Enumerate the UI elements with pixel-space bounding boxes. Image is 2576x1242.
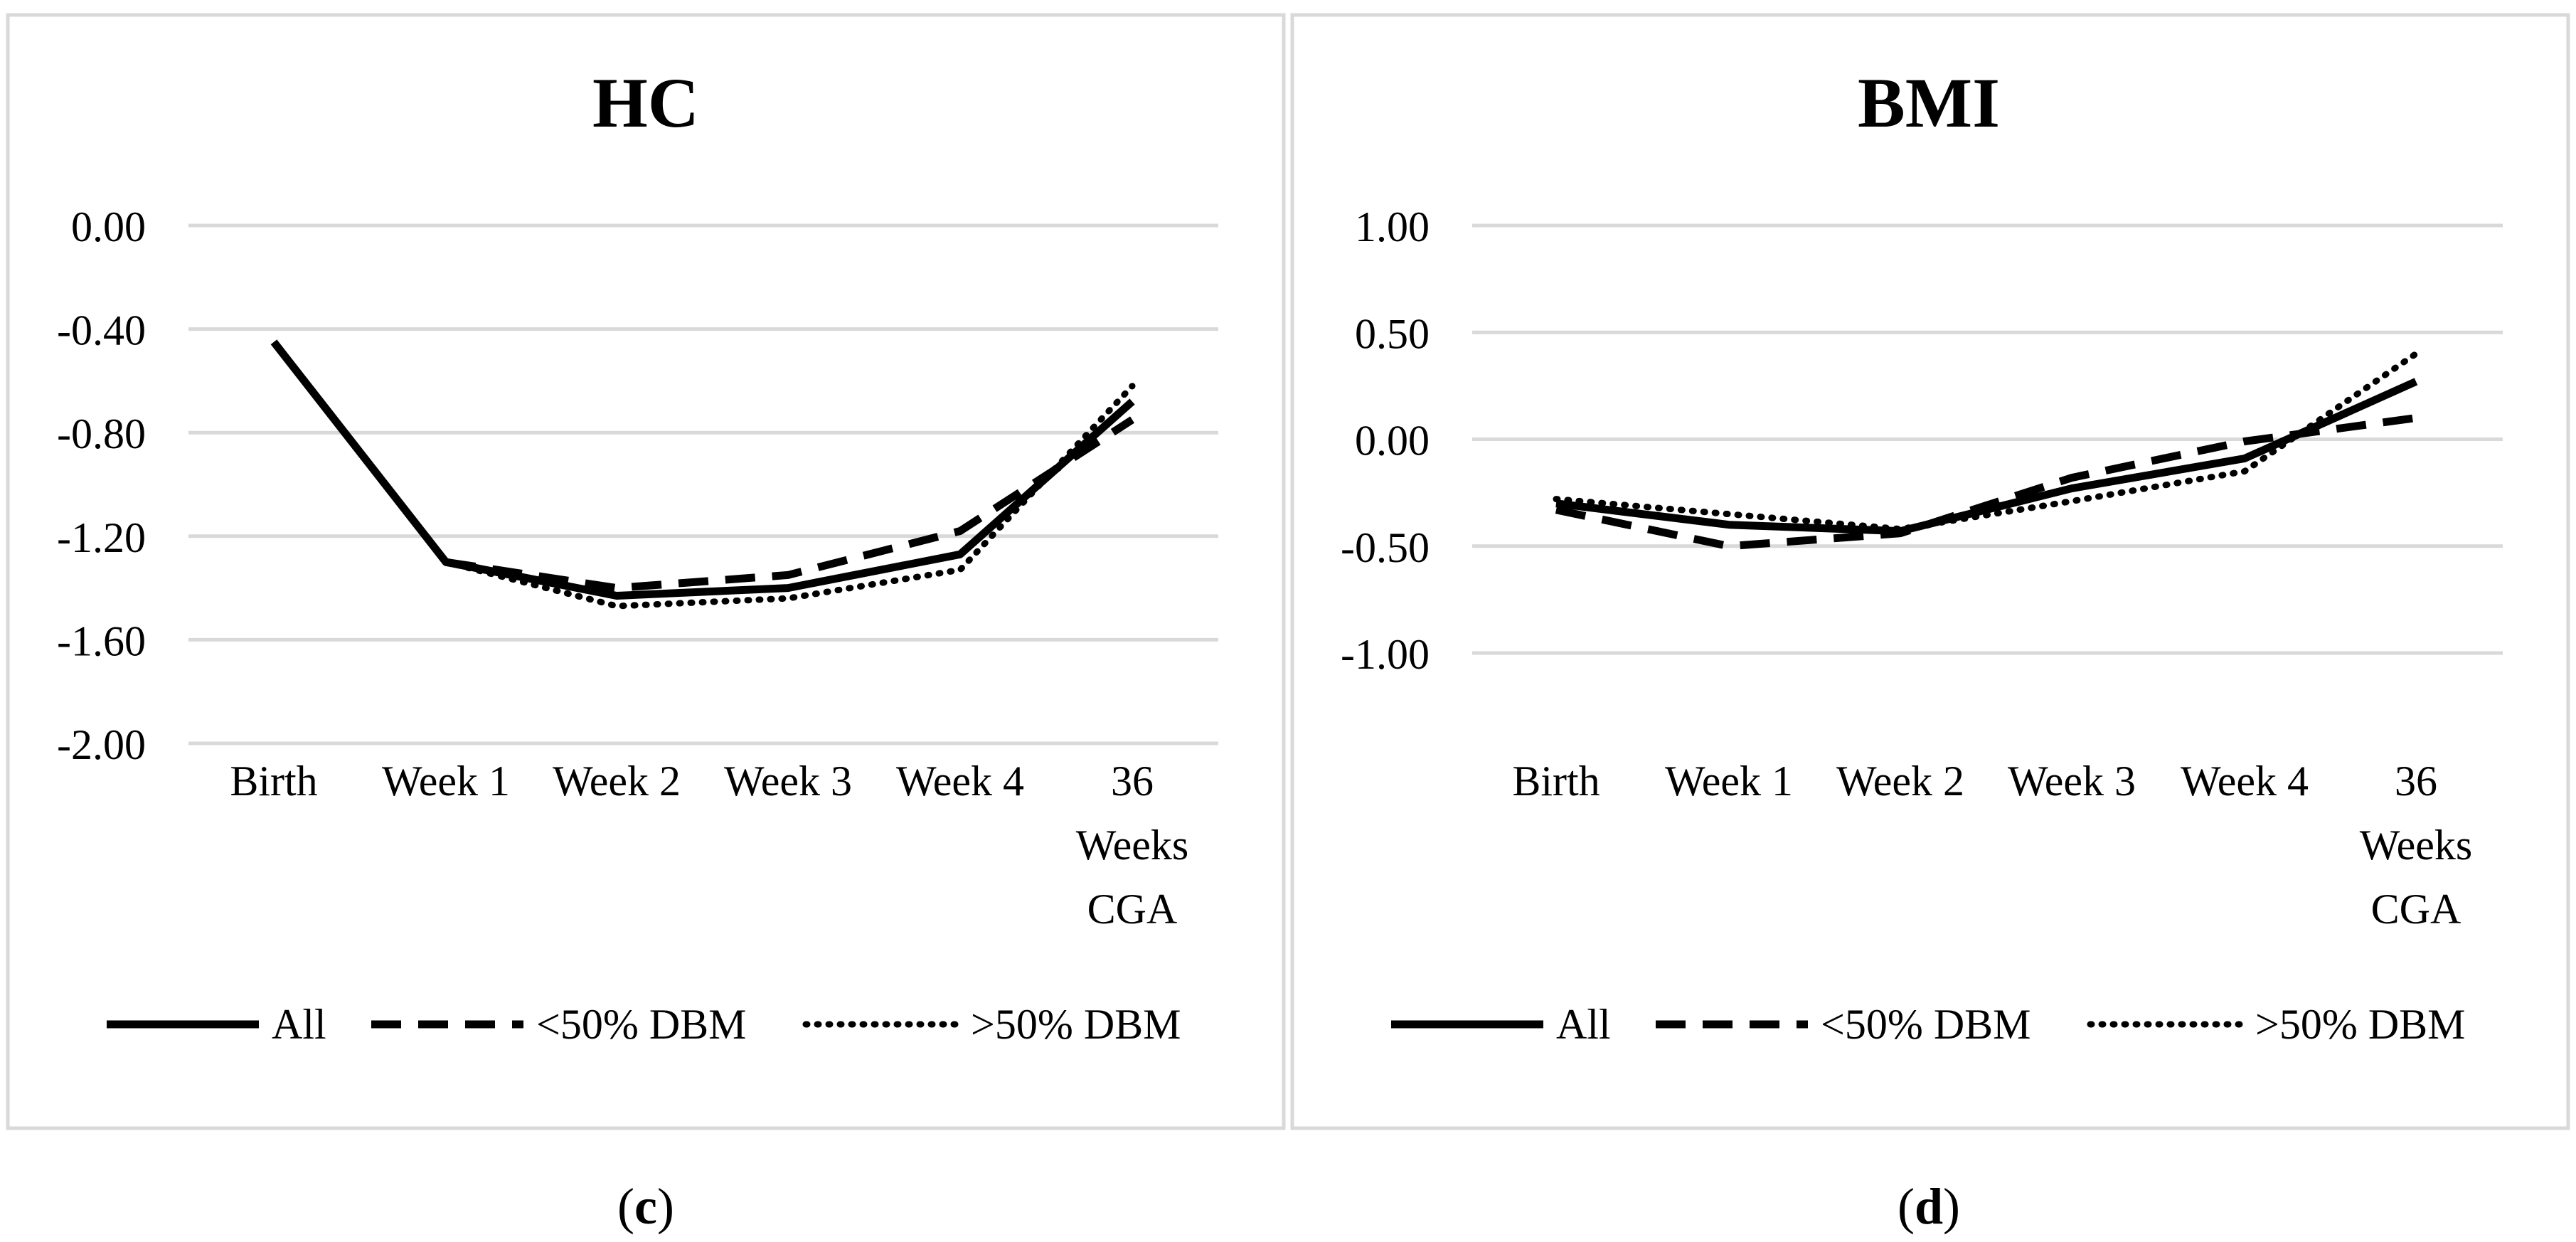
chart-title: HC [592, 63, 699, 142]
x-tick-labels: Birth Week 1 Week 2 Week 3 Week 4 36 Weeks CGA [230, 758, 1188, 933]
y-tick-label: -0.50 [1341, 524, 1430, 571]
y-tick-label: -0.40 [57, 307, 146, 354]
legend-label: All [1556, 1001, 1611, 1048]
y-tick-label: -0.80 [57, 410, 146, 457]
x-tick-label: Week 2 [553, 758, 681, 805]
legend: All <50% DBM >50% DBM [1391, 1001, 2466, 1048]
series-line-dotted [1553, 350, 2420, 533]
y-tick-label: -2.00 [57, 721, 146, 768]
legend-label: All [272, 1001, 326, 1048]
y-tick-label: 0.00 [71, 203, 146, 250]
series-line-dashed [445, 416, 1134, 593]
y-tick-label: 0.50 [1355, 310, 1430, 357]
x-tick-label: Week 3 [2008, 758, 2136, 805]
x-tick-label: Week 1 [382, 758, 510, 805]
series-lines [270, 339, 1136, 610]
gridlines [1472, 223, 2503, 655]
chart-border [1290, 13, 2570, 1130]
series-lines [1553, 350, 2420, 551]
legend-label: <50% DBM [1821, 1001, 2031, 1048]
y-tick-label: 1.00 [1355, 203, 1430, 250]
y-tick-label: -1.00 [1341, 631, 1430, 678]
series-line-dashed [1555, 414, 2417, 551]
x-tick-label: 36 Weeks CGA [1076, 758, 1188, 933]
x-tick-label: 36 Weeks CGA [2360, 758, 2472, 933]
legend-label: >50% DBM [2255, 1001, 2466, 1048]
gridlines [188, 223, 1218, 745]
panel-caption: (d) [1898, 1178, 1960, 1235]
series-line-dotted [442, 383, 1136, 610]
chart-border [6, 13, 1286, 1130]
legend-label: <50% DBM [536, 1001, 747, 1048]
x-tick-label: Birth [230, 758, 317, 805]
y-tick-label: -1.20 [57, 514, 146, 561]
x-tick-label: Week 4 [2181, 758, 2309, 805]
y-tick-label: -1.60 [57, 617, 146, 664]
legend-label: >50% DBM [971, 1001, 1181, 1048]
x-tick-labels: Birth Week 1 Week 2 Week 3 Week 4 36 Weeks CGA [1512, 758, 2472, 933]
chart-panel-bmi: BMI 1.00 0.50 0.00 -0.50 -1.00 Birth Week 1 We… [1290, 13, 2570, 1235]
y-tick-label: 0.00 [1355, 418, 1430, 465]
series-line-solid [1555, 378, 2418, 536]
y-tick-labels: 1.00 0.50 0.00 -0.50 -1.00 [1341, 203, 1430, 678]
y-tick-labels: 0.00 -0.40 -0.80 -1.20 -1.60 -2.00 [57, 203, 146, 768]
series-line-solid [270, 339, 1135, 600]
x-tick-label: Week 4 [896, 758, 1024, 805]
x-tick-label: Week 2 [1836, 758, 1964, 805]
x-tick-label: Birth [1512, 758, 1600, 805]
chart-title: BMI [1858, 63, 2000, 142]
chart-panel-hc: HC 0.00 -0.40 -0.80 -1.20 -1.60 -2.00 Birth We… [6, 13, 1286, 1235]
panel-caption: (c) [617, 1178, 674, 1235]
legend: All <50% DBM >50% DBM [107, 1001, 1181, 1048]
x-tick-label: Week 3 [724, 758, 852, 805]
x-tick-label: Week 1 [1665, 758, 1793, 805]
